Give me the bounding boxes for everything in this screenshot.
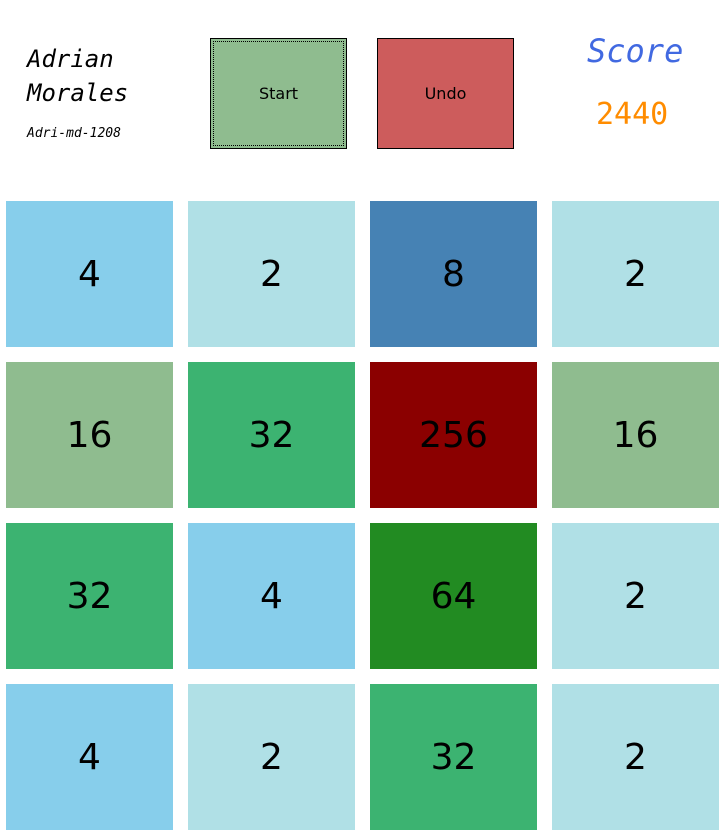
tile: 32 <box>370 684 537 830</box>
undo-button[interactable]: Undo <box>377 38 514 149</box>
tile: 16 <box>552 362 719 508</box>
tile: 2 <box>188 684 355 830</box>
score-label: Score <box>587 32 684 70</box>
tile: 2 <box>552 201 719 347</box>
player-id: Adri-md-1208 <box>27 126 121 141</box>
tile: 2 <box>188 201 355 347</box>
player-info: Adrian Morales Adri-md-1208 <box>27 42 177 141</box>
tile: 4 <box>6 201 173 347</box>
tile: 32 <box>188 362 355 508</box>
tile: 64 <box>370 523 537 669</box>
tile: 4 <box>6 684 173 830</box>
tile: 4 <box>188 523 355 669</box>
tile: 16 <box>6 362 173 508</box>
tile: 32 <box>6 523 173 669</box>
player-name: Adrian Morales <box>27 45 129 107</box>
tile: 8 <box>370 201 537 347</box>
score-value: 2440 <box>596 97 669 132</box>
game-board: 4 2 8 2 16 32 256 16 32 4 64 2 4 2 32 2 <box>6 201 719 830</box>
tile: 256 <box>370 362 537 508</box>
tile: 2 <box>552 684 719 830</box>
start-button[interactable]: Start <box>210 38 347 149</box>
tile: 2 <box>552 523 719 669</box>
